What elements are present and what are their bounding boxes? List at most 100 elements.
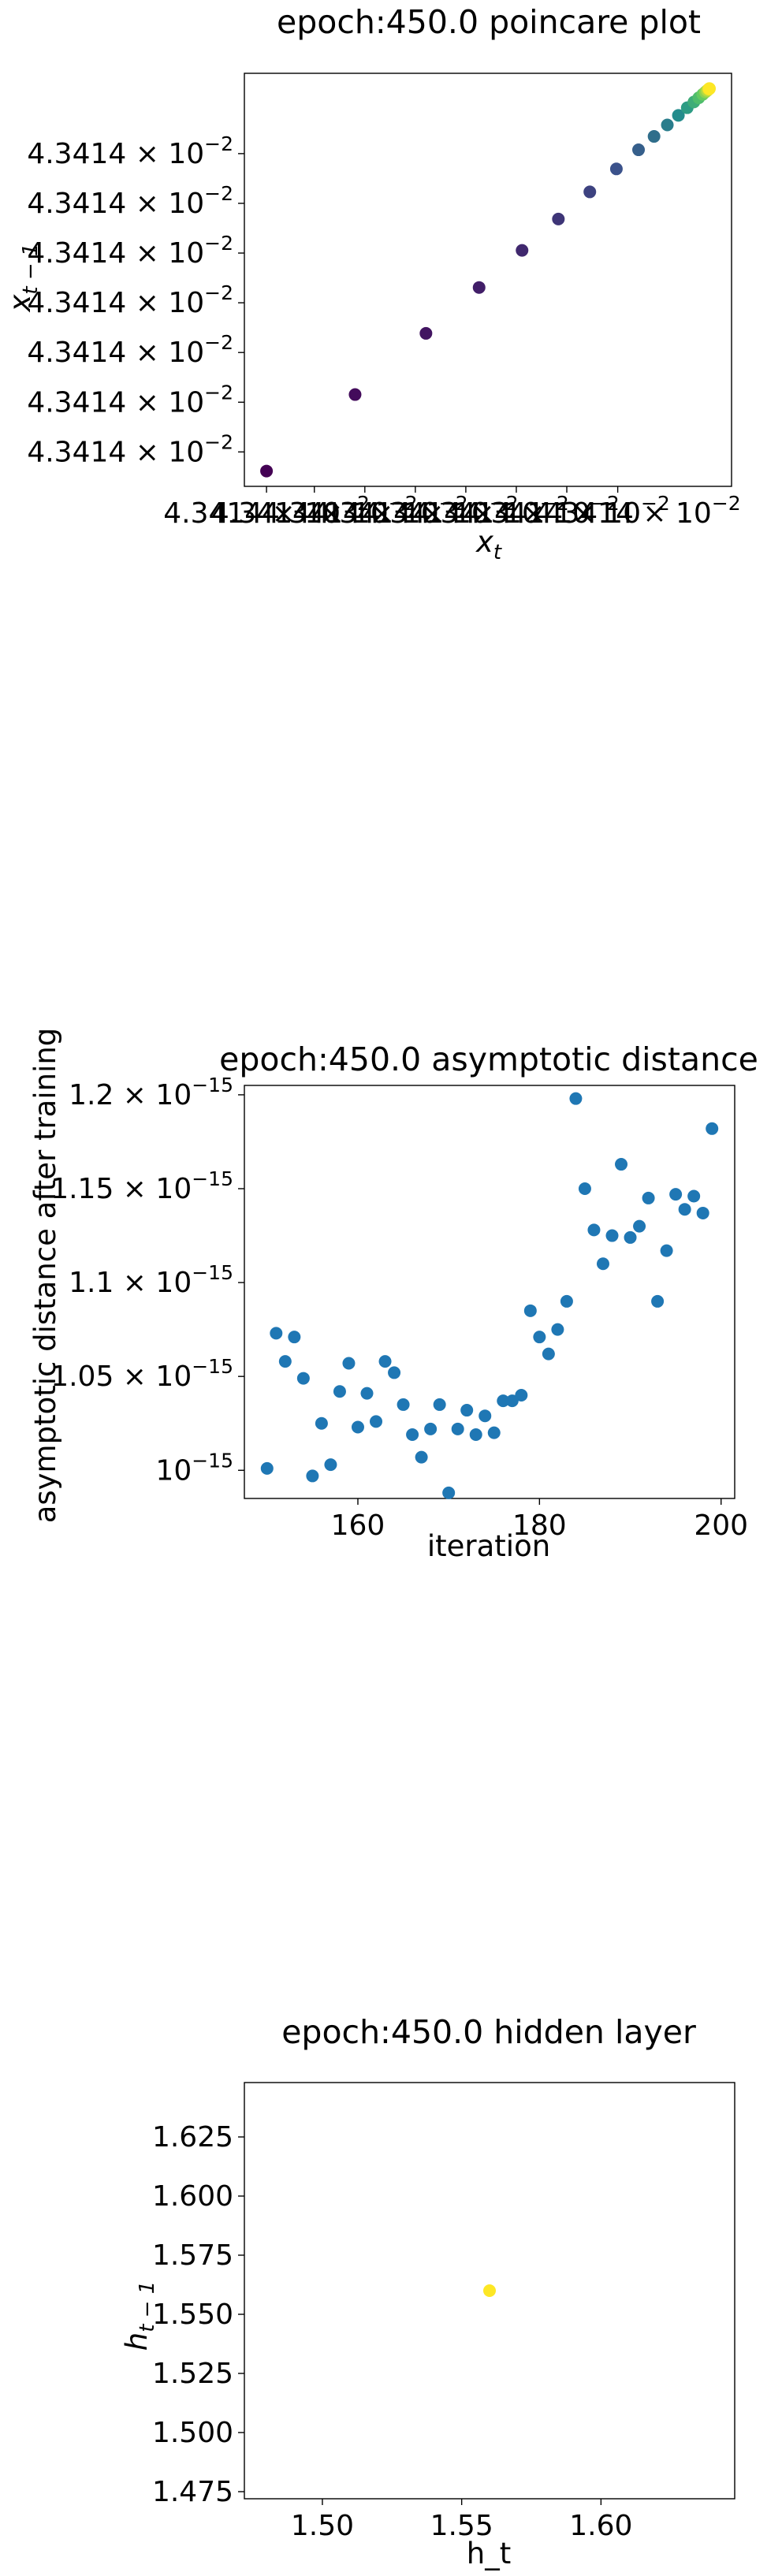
asymptotic-point — [505, 1394, 519, 1408]
asymptotic-point — [551, 1323, 564, 1336]
hidden-y-tick-label: 1.525 — [152, 2358, 233, 2390]
asymptotic-point — [605, 1229, 619, 1242]
poincare-point — [348, 388, 362, 401]
asymptotic-point — [442, 1486, 456, 1499]
hidden-y-tick-label: 1.600 — [152, 2180, 233, 2213]
asymptotic-point — [678, 1203, 691, 1216]
asymptotic-point — [569, 1092, 583, 1105]
asymptotic-point — [669, 1188, 683, 1201]
asymptotic-x-tick-label: 180 — [512, 1509, 567, 1542]
poincare-y-tick-label: 4.3414 × 10−2 — [27, 381, 233, 419]
poincare-y-tick-label: 4.3414 × 10−2 — [27, 430, 233, 468]
asymptotic-point — [633, 1219, 646, 1233]
asymptotic-distance-chart: epoch:450.0 asymptotic distance 10−15 1.0… — [28, 1028, 758, 1563]
asymptotic-point — [696, 1206, 709, 1219]
hidden-title: epoch:450.0 hidden layer — [281, 2013, 696, 2051]
poincare-x-ticks: 4.3414 × 10−24.3414 × 10−24.3414 × 10−24… — [163, 486, 741, 530]
asymptotic-point — [660, 1244, 673, 1257]
hidden-x-tick-label: 1.55 — [430, 2510, 493, 2542]
hidden-y-tick-label: 1.500 — [152, 2417, 233, 2449]
asymptotic-y-axis-label: asymptotic distance after training — [28, 1028, 62, 1524]
hidden-x-tick-label: 1.60 — [569, 2510, 632, 2542]
poincare-point — [672, 109, 685, 122]
poincare-x-label-sub: t — [493, 541, 502, 564]
asymptotic-point — [469, 1428, 482, 1442]
hidden-x-tick-label: 1.50 — [291, 2510, 354, 2542]
asymptotic-x-axis-label: iteration — [427, 1529, 550, 1563]
asymptotic-point — [315, 1416, 328, 1430]
poincare-point — [472, 281, 486, 294]
asymptotic-point — [270, 1327, 283, 1340]
poincare-point — [632, 143, 646, 157]
poincare-point — [419, 326, 433, 340]
asymptotic-point — [260, 1461, 274, 1475]
asymptotic-point — [523, 1304, 537, 1317]
asymptotic-point — [596, 1257, 609, 1271]
asymptotic-point — [433, 1398, 446, 1411]
asymptotic-point — [487, 1426, 501, 1439]
asymptotic-point — [388, 1366, 401, 1379]
asymptotic-point — [342, 1357, 356, 1370]
asymptotic-title: epoch:450.0 asymptotic distance — [219, 1040, 758, 1078]
hidden-y-tick-label: 1.625 — [152, 2121, 233, 2153]
asymptotic-point — [624, 1230, 637, 1244]
poincare-x-tick-label: 4.3414 × 10−2 — [534, 492, 741, 530]
poincare-point — [661, 118, 674, 132]
asymptotic-y-tick-label: 1.05 × 10−15 — [50, 1355, 233, 1393]
poincare-y-tick-label: 4.3414 × 10−2 — [27, 331, 233, 369]
hidden-y-tick-label: 1.550 — [152, 2299, 233, 2331]
asymptotic-point — [378, 1355, 392, 1368]
asymptotic-y-tick-label: 1.15 × 10−15 — [50, 1167, 233, 1205]
asymptotic-x-ticks: 160 180 200 — [331, 1498, 748, 1542]
poincare-x-tick-label: 4.3414 × 10−2 — [464, 492, 670, 530]
poincare-point — [647, 130, 661, 143]
asymptotic-point — [615, 1158, 628, 1171]
hidden-y-tick-label: 1.475 — [152, 2476, 233, 2508]
poincare-x-tick-label: 4.3414 × 10−2 — [363, 492, 569, 530]
asymptotic-x-tick-label: 160 — [331, 1509, 385, 1542]
asymptotic-point — [651, 1294, 665, 1308]
asymptotic-point — [351, 1420, 364, 1434]
hidden-layer-chart: epoch:450.0 hidden layer 1.475 1.500 1.525… — [120, 2013, 735, 2570]
asymptotic-y-tick-label: 10−15 — [155, 1449, 233, 1487]
asymptotic-point — [497, 1394, 510, 1408]
poincare-y-tick-label: 4.3414 × 10−2 — [27, 132, 233, 170]
hidden-x-axis-label: h_t — [467, 2537, 511, 2570]
poincare-chart: epoch:450.0 poincare plot 4.3414 × 10−24… — [3, 3, 741, 564]
asymptotic-axes-frame — [244, 1085, 735, 1499]
asymptotic-point — [397, 1398, 410, 1411]
poincare-point — [609, 162, 623, 176]
poincare-point — [260, 464, 274, 478]
asymptotic-point — [370, 1415, 383, 1428]
hidden-y-axis-label: ht − 1 — [120, 2281, 159, 2351]
asymptotic-point — [415, 1450, 428, 1464]
asymptotic-point — [642, 1191, 655, 1204]
poincare-point — [552, 212, 565, 225]
asymptotic-point — [324, 1458, 337, 1472]
poincare-point — [702, 82, 716, 95]
asymptotic-point — [587, 1223, 601, 1237]
poincare-y-ticks: 4.3414 × 10−2 4.3414 × 10−2 4.3414 × 10−2 4… — [27, 132, 244, 468]
asymptotic-point — [424, 1422, 438, 1435]
asymptotic-point — [706, 1122, 719, 1135]
asymptotic-y-tick-label: 1.1 × 10−15 — [69, 1261, 233, 1299]
poincare-x-label-main: x — [475, 525, 494, 559]
hidden-x-ticks: 1.50 1.55 1.60 — [291, 2499, 632, 2542]
poincare-y-tick-label: 4.3414 × 10−2 — [27, 281, 233, 319]
hidden-y-label-sub: t − 1 — [136, 2281, 159, 2332]
poincare-y-tick-label: 4.3414 × 10−2 — [27, 182, 233, 220]
poincare-x-tick-label: 4.3414 × 10−2 — [413, 492, 620, 530]
poincare-x-axis-label: xt — [475, 525, 502, 564]
asymptotic-point — [578, 1182, 591, 1195]
asymptotic-point — [560, 1294, 573, 1308]
asymptotic-y-tick-label: 1.2 × 10−15 — [69, 1074, 233, 1111]
asymptotic-point — [296, 1372, 310, 1385]
asymptotic-point — [515, 1389, 528, 1402]
asymptotic-point — [306, 1469, 319, 1483]
asymptotic-point — [460, 1404, 474, 1417]
poincare-x-tick-label: 4.3414 × 10−2 — [163, 492, 370, 530]
hidden-point — [483, 2284, 496, 2297]
poincare-y-tick-label: 4.3414 × 10−2 — [27, 232, 233, 270]
asymptotic-point — [333, 1385, 346, 1398]
asymptotic-y-ticks: 10−15 1.05 × 10−15 1.1 × 10−15 1.15 × 10−15… — [50, 1074, 244, 1487]
